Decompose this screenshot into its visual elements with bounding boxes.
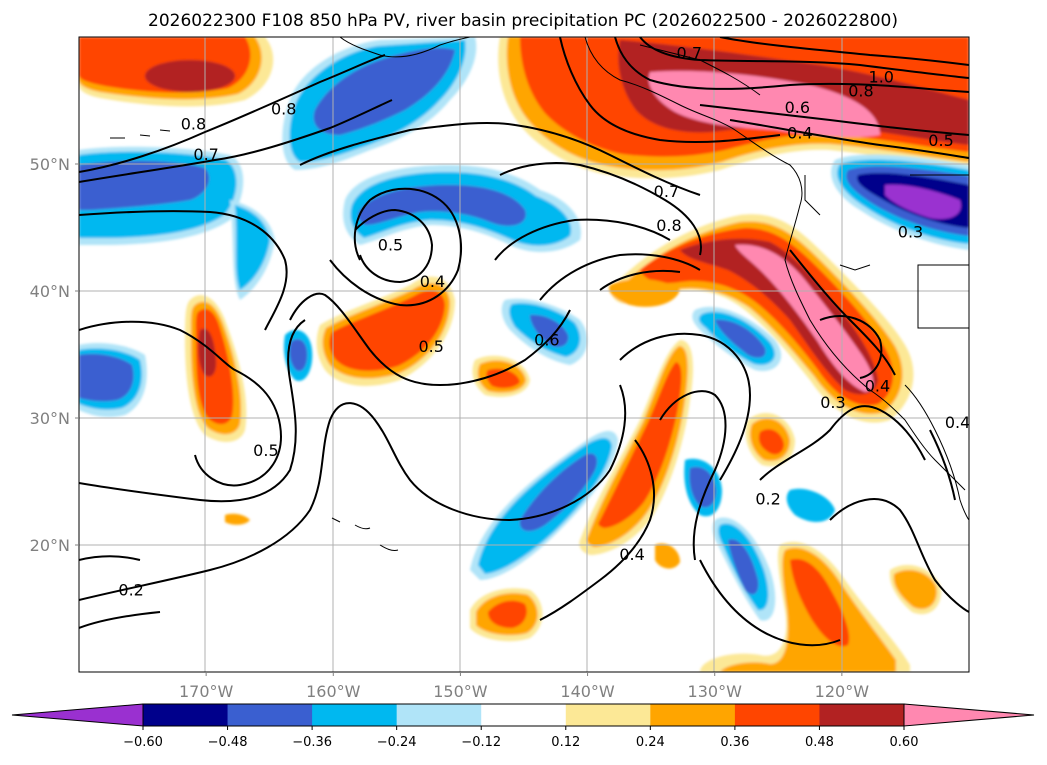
colorbar-bin (734, 704, 820, 726)
lat-tick-label: 50°N (30, 155, 70, 174)
contour-label: 0.4 (787, 124, 812, 143)
lat-tick-label: 40°N (30, 282, 70, 301)
contour-label: 0.5 (418, 337, 443, 356)
colorbar-tick-label: −0.24 (377, 735, 417, 750)
lat-tick-label: 30°N (30, 409, 70, 428)
colorbar-tick-label: 0.36 (720, 735, 749, 750)
contour-label: 0.8 (181, 115, 206, 134)
figure-title: 2026022300 F108 850 hPa PV, river basin … (148, 11, 898, 31)
longitude-ticks: 170°W 160°W 150°W 140°W 130°W 120°W (179, 672, 869, 701)
colorbar-under-arrow (11, 703, 144, 727)
lat-tick-label: 20°N (30, 536, 70, 555)
colorbar-bin (481, 704, 567, 726)
precip-region-w35-negative (79, 343, 147, 418)
lon-tick-label: 120°W (815, 682, 870, 701)
contour-label: 0.7 (654, 182, 679, 201)
contour-label: 0.5 (928, 131, 953, 150)
pv-contours (79, 37, 969, 647)
contour-label: 1.0 (869, 68, 894, 87)
precip-region-se-positive (700, 541, 941, 672)
colorbar-bin (819, 704, 905, 726)
contour-label: 0.5 (378, 235, 403, 254)
contour-label: 0.4 (420, 272, 445, 291)
colorbar-bin (650, 704, 736, 726)
contour-label: 0.3 (820, 393, 845, 412)
contour-label: 0.2 (755, 489, 780, 508)
contour-label: 0.8 (656, 216, 681, 235)
contour-label: 0.4 (619, 545, 644, 564)
lon-tick-label: 140°W (560, 682, 615, 701)
lon-tick-label: 160°W (306, 682, 361, 701)
precip-region-nw-positive (79, 37, 274, 107)
contour-label: 0.6 (534, 331, 559, 350)
precip-region-ne-negative (831, 154, 969, 250)
colorbar-tick-label: 0.48 (805, 735, 834, 750)
colorbar-bin (565, 704, 651, 726)
lon-tick-label: 130°W (688, 682, 743, 701)
colorbar-frame (142, 703, 905, 727)
colorbar-bin (143, 704, 229, 726)
precip-region-diagonal-negative (470, 430, 618, 580)
contour-label: 0.2 (118, 581, 143, 600)
contour-label: 0.7 (677, 44, 702, 63)
map-frame (78, 36, 970, 673)
contour-label: 0.8 (271, 99, 296, 118)
precip-region-central-negative (343, 165, 581, 252)
contour-label: 0.7 (193, 145, 218, 164)
latitude-ticks: 50°N 40°N 30°N 20°N (30, 155, 79, 555)
contour-label: 0.8 (848, 82, 873, 101)
contour-label: 0.4 (945, 413, 970, 432)
contour-label: 0.5 (253, 441, 278, 460)
colorbar-bin (396, 704, 482, 726)
contour-label: 0.6 (785, 98, 810, 117)
lon-tick-label: 150°W (433, 682, 488, 701)
colorbar-over-arrow (903, 703, 1035, 727)
graticule (79, 37, 969, 672)
precip-region-west-negative (79, 146, 275, 300)
precip-region-california-positive (610, 214, 914, 423)
colorbar-tick-label: 0.24 (636, 735, 665, 750)
coastlines (110, 37, 969, 551)
lon-tick-label: 170°W (179, 682, 234, 701)
colorbar-tick-label: 0.12 (551, 735, 580, 750)
map-area: 0.80.80.71.00.80.70.60.4 0.50.70.8 0.30.50… (79, 37, 970, 672)
colorbar-tick-label: 0.60 (890, 735, 919, 750)
colorbar: −0.60 −0.48 −0.36 −0.24 −0.12 0.12 0.24 0.36 0.4… (11, 703, 1035, 750)
precip-region-small-positives (225, 278, 795, 642)
contour-label: 0.4 (865, 376, 890, 395)
colorbar-tick-label: −0.36 (292, 735, 332, 750)
contour-label: 0.3 (898, 223, 923, 242)
precip-region-aleutian-negative (282, 37, 477, 170)
colorbar-tick-label: −0.48 (208, 735, 248, 750)
precip-fill-layer (79, 37, 969, 672)
colorbar-bin (312, 704, 398, 726)
colorbar-bin (227, 704, 313, 726)
colorbar-tick-label: −0.60 (123, 735, 163, 750)
contour-labels: 0.80.80.71.00.80.70.60.4 0.50.70.8 0.30.50… (118, 44, 970, 600)
precip-region-diagonal-positive (579, 340, 693, 555)
colorbar-tick-label: −0.12 (461, 735, 501, 750)
